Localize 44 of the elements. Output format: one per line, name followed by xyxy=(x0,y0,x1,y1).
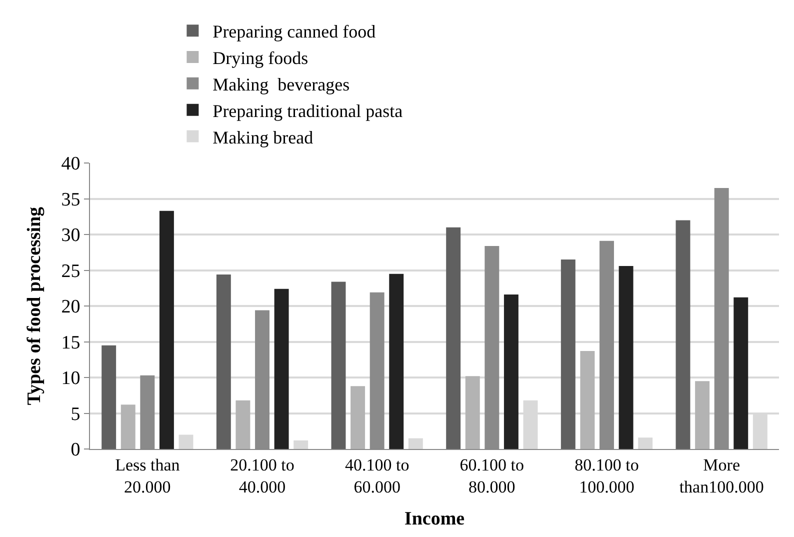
y-tick-label: 5 xyxy=(70,404,80,425)
y-tick-label: 15 xyxy=(61,332,80,354)
x-tick-label: 60.100 to 80.000 xyxy=(460,455,524,496)
bar xyxy=(159,210,174,449)
bar xyxy=(216,274,231,449)
legend-label: Drying foods xyxy=(212,48,308,68)
bar xyxy=(695,381,710,449)
x-tick-label: Less than 20.000 xyxy=(115,455,180,496)
y-tick-label: 10 xyxy=(61,368,80,390)
y-axis-title: Types of food processing xyxy=(24,206,46,406)
y-tick-label: 30 xyxy=(61,225,80,246)
bar xyxy=(638,438,653,449)
bar xyxy=(331,282,346,449)
x-tick-label: 20.100 to 40.000 xyxy=(230,455,294,496)
y-tick-label: 25 xyxy=(61,260,80,282)
bar xyxy=(120,404,136,449)
y-tick-label: 20 xyxy=(61,296,80,318)
bar xyxy=(504,294,518,449)
y-tick-label: 0 xyxy=(70,440,80,461)
bar xyxy=(676,220,690,449)
legend-label: Preparing traditional pasta xyxy=(212,100,403,121)
x-tick-label: More than100.000 xyxy=(679,455,764,496)
bar xyxy=(102,345,116,449)
bar xyxy=(560,260,576,449)
legend-label: Making bread xyxy=(212,127,314,148)
bar xyxy=(408,438,423,449)
legend-label: Making beverages xyxy=(212,74,350,94)
bar xyxy=(580,351,595,449)
bar xyxy=(389,274,404,449)
bar xyxy=(294,440,308,449)
bar xyxy=(236,400,250,449)
bar xyxy=(618,266,634,449)
legend-label: Preparing canned food xyxy=(212,22,376,42)
y-tick-label: 35 xyxy=(61,189,80,210)
bar xyxy=(734,297,748,449)
bar xyxy=(446,227,461,449)
bar xyxy=(465,376,480,449)
x-axis-title: Income xyxy=(404,508,465,530)
x-tick-label: 40.100 to 60.000 xyxy=(344,455,410,496)
y-tick-label: 40 xyxy=(61,154,80,175)
bar xyxy=(274,288,289,449)
bar xyxy=(178,434,194,449)
bar xyxy=(350,386,366,449)
x-tick-label: 80.100 to 100.000 xyxy=(574,455,639,496)
